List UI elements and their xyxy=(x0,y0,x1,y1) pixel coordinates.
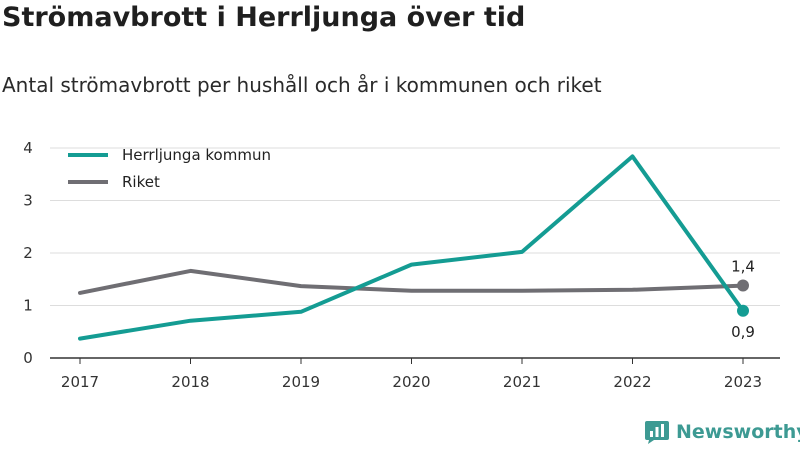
legend-label: Riket xyxy=(122,173,160,191)
newsworthy-logo: Newsworthy xyxy=(644,419,800,445)
x-tick-label: 2019 xyxy=(282,373,320,391)
end-label-riket: 1,4 xyxy=(731,258,755,276)
y-tick-label: 2 xyxy=(23,244,33,262)
y-tick-label: 1 xyxy=(23,297,33,315)
x-tick-label: 2023 xyxy=(724,373,762,391)
x-tick-label: 2021 xyxy=(503,373,541,391)
x-tick-label: 2020 xyxy=(392,373,430,391)
newsworthy-logo-icon xyxy=(645,421,669,444)
chart-title: Strömavbrott i Herrljunga över tid xyxy=(2,2,526,33)
x-tick-label: 2017 xyxy=(61,373,99,391)
legend-label: Herrljunga kommun xyxy=(122,146,271,164)
end-label-herrljunga: 0,9 xyxy=(731,323,755,341)
y-tick-label: 0 xyxy=(23,349,33,367)
y-tick-label: 3 xyxy=(23,192,33,210)
series-line-herrljunga xyxy=(78,154,745,341)
y-tick-label: 4 xyxy=(23,139,33,157)
newsworthy-logo-text: Newsworthy xyxy=(676,421,800,443)
series-line-riket xyxy=(78,268,745,295)
end-point-riket xyxy=(737,279,749,292)
chart-subtitle: Antal strömavbrott per hushåll och år i … xyxy=(2,73,602,97)
end-point-herrljunga xyxy=(737,304,749,317)
x-tick-label: 2022 xyxy=(613,373,651,391)
x-tick-label: 2018 xyxy=(171,373,209,391)
